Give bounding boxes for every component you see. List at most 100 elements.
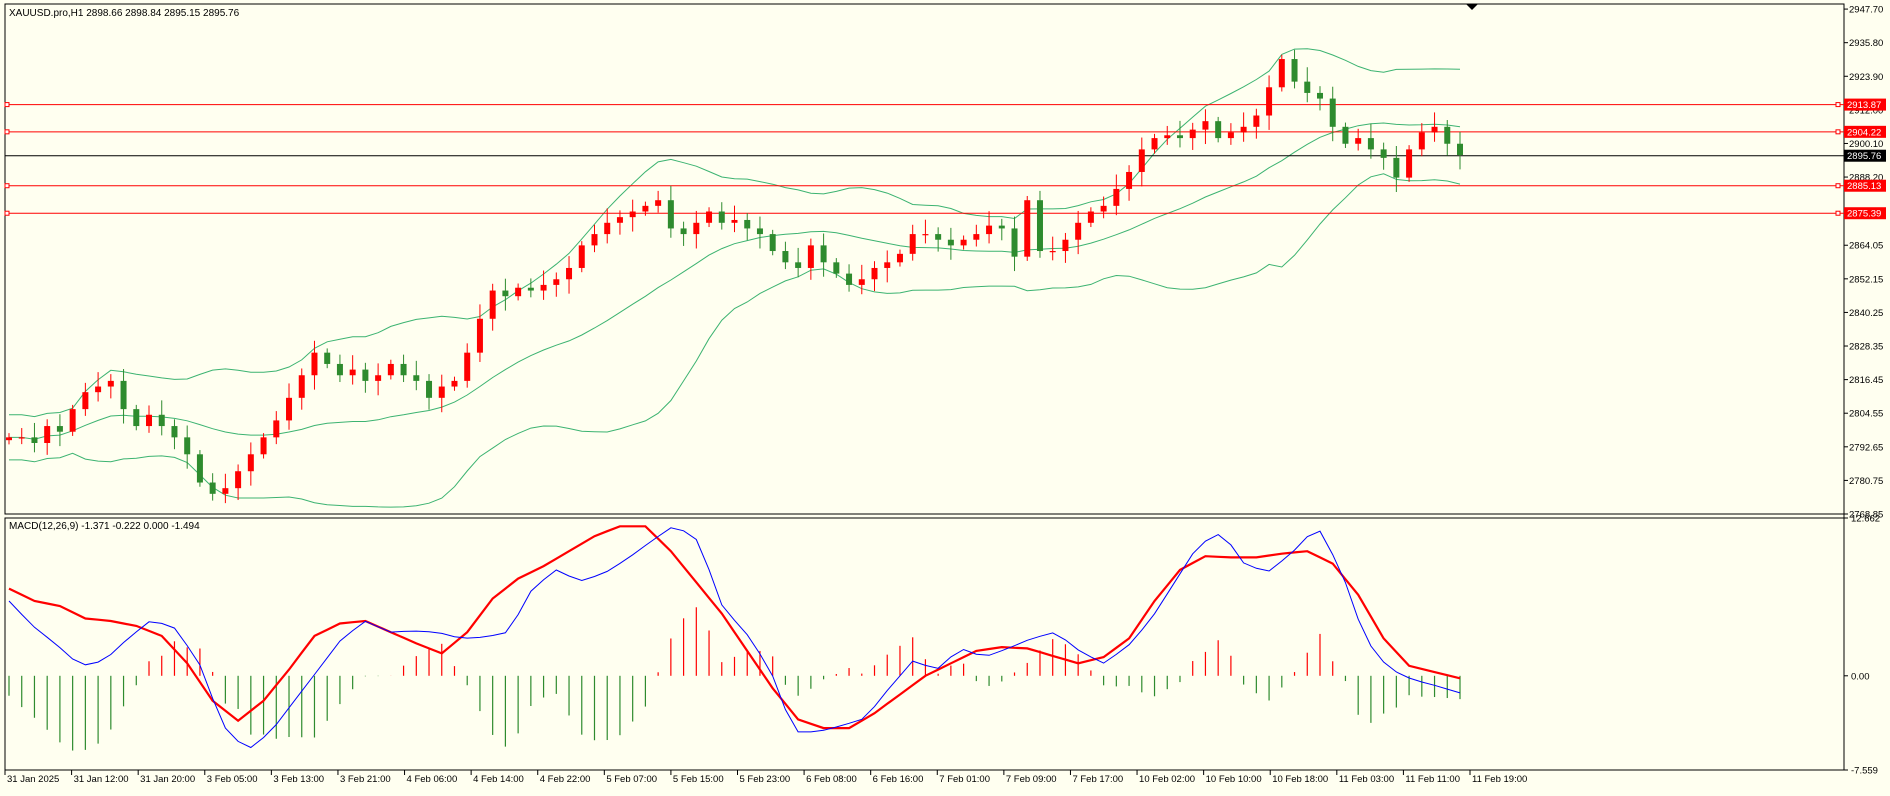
candle-bear	[1036, 200, 1043, 252]
time-tick-label: 10 Feb 10:00	[1206, 774, 1262, 785]
time-tick-label: 5 Feb 15:00	[673, 774, 724, 785]
macd-histogram	[8, 607, 1461, 751]
candle-bull	[578, 245, 585, 268]
price-tick-label: 2864.05	[1849, 241, 1883, 252]
candle-bear	[171, 426, 178, 438]
candle-bull	[1164, 135, 1171, 139]
candle-bear	[667, 200, 674, 229]
level-handle[interactable]	[1835, 129, 1841, 135]
candle-bull	[1100, 205, 1107, 212]
time-tick-label: 31 Jan 2025	[7, 774, 59, 785]
price-scale: 2947.70 2935.80 2923.90 2912.00 2900.10 2888.…	[1844, 5, 1883, 521]
candle-bear	[846, 273, 853, 285]
macd-tick-label: 0.00	[1851, 671, 1870, 682]
symbol-info: XAUUSD.pro,H1 2898.66 2898.84 2895.15 28…	[9, 8, 240, 19]
price-tick-label: 2792.65	[1849, 442, 1883, 453]
time-tick-label: 6 Feb 08:00	[806, 774, 857, 785]
candle-bull	[591, 234, 598, 246]
candle-bull	[604, 222, 611, 235]
candle-bull	[82, 392, 89, 410]
time-tick-label: 11 Feb 03:00	[1339, 774, 1394, 785]
candle-bull	[807, 245, 814, 268]
candle-bear	[184, 437, 191, 455]
macd-signal-line	[8, 525, 1461, 730]
candle-bear	[1367, 138, 1374, 150]
time-tick-label: 11 Feb 11:00	[1405, 774, 1460, 785]
level-tag	[1844, 125, 1886, 138]
candle-bull	[706, 211, 713, 223]
time-tick-label: 7 Feb 17:00	[1072, 774, 1123, 785]
candle-bear	[31, 437, 38, 443]
price-tick-label: 2852.15	[1849, 274, 1883, 285]
price-tick-label: 2828.35	[1849, 342, 1883, 353]
candle-bull	[909, 234, 916, 254]
time-tick-label: 7 Feb 01:00	[939, 774, 990, 785]
candle-bull	[1202, 121, 1209, 130]
candle-bear	[426, 380, 433, 398]
candle-bear	[336, 363, 343, 376]
candle-bull	[107, 380, 114, 387]
candle-bull	[1138, 149, 1145, 172]
level-handle[interactable]	[4, 129, 10, 135]
horizontal-levels[interactable]: 2913.87 2904.22 2895.76 2885.13 2875.39	[4, 98, 1886, 220]
macd-main-line	[8, 527, 1461, 749]
price-panel-frame	[4, 3, 1845, 515]
candle-bear	[1380, 149, 1387, 158]
candle-bull	[1049, 251, 1056, 253]
candle-bull	[311, 352, 318, 376]
candle-bull	[1278, 59, 1285, 88]
level-handle[interactable]	[4, 183, 10, 189]
candle-bull	[1189, 129, 1196, 139]
candle-bear	[744, 219, 751, 229]
candle-bull	[387, 363, 394, 376]
time-tick-label: 10 Feb 02:00	[1139, 774, 1195, 785]
level-tag	[1844, 98, 1886, 111]
candle-bull	[222, 488, 229, 494]
candle-bear	[820, 245, 827, 263]
level-handle[interactable]	[4, 102, 10, 108]
price-tick-label: 2900.10	[1849, 139, 1883, 150]
level-handle[interactable]	[4, 210, 10, 216]
shift-marker-icon[interactable]	[1466, 4, 1478, 10]
level-tag-label: 2895.76	[1847, 151, 1881, 162]
bollinger-bands	[9, 48, 1461, 508]
candle-bull	[260, 437, 267, 455]
candle-bull	[95, 386, 102, 393]
candle-bull	[655, 200, 662, 206]
candle-bull	[273, 420, 280, 438]
time-tick-label: 3 Feb 21:00	[340, 774, 391, 785]
level-handle[interactable]	[1835, 183, 1841, 189]
time-tick-label: 4 Feb 06:00	[407, 774, 458, 785]
candle-bear	[1304, 81, 1311, 93]
macd-tick-label: -7.559	[1851, 766, 1878, 777]
candle-bull	[44, 426, 51, 443]
candle-bear	[324, 352, 331, 364]
candle-bull	[515, 287, 522, 297]
candle-bull	[489, 290, 496, 319]
candle-bull	[553, 279, 560, 285]
level-tag-label: 2885.13	[1847, 181, 1881, 192]
candle-bull	[986, 225, 993, 235]
candle-bear	[998, 225, 1005, 229]
candle-bull	[693, 222, 700, 235]
candle-bear	[196, 454, 203, 483]
level-handle[interactable]	[1835, 210, 1841, 216]
candle-bull	[566, 267, 573, 280]
time-tick-label: 5 Feb 23:00	[740, 774, 791, 785]
band-lower	[9, 173, 1461, 508]
macd-lines	[8, 525, 1461, 749]
time-axis: 31 Jan 2025 31 Jan 12:00 31 Jan 20:00 3 Feb…	[4, 770, 1527, 785]
macd-panel-frame	[4, 517, 1845, 771]
time-tick-label: 3 Feb 05:00	[207, 774, 258, 785]
candle-bull	[871, 267, 878, 280]
price-tick-label: 2780.75	[1849, 476, 1883, 487]
candle-bear	[782, 251, 789, 263]
candle-bear	[1342, 126, 1349, 144]
band-upper	[9, 48, 1461, 418]
level-tag	[1844, 207, 1886, 220]
candle-bull	[247, 454, 254, 472]
candle-bull	[1266, 87, 1273, 116]
level-handle[interactable]	[1835, 102, 1841, 108]
